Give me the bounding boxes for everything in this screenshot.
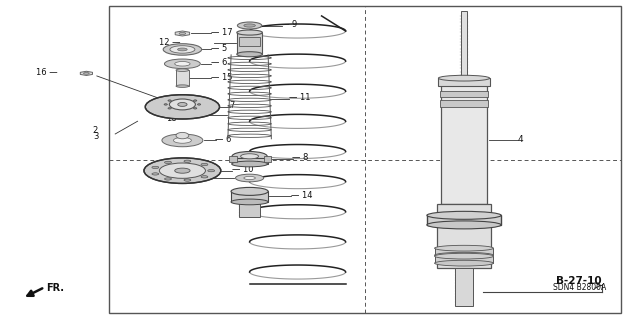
Ellipse shape	[244, 176, 255, 180]
Ellipse shape	[427, 211, 501, 219]
Ellipse shape	[175, 168, 190, 173]
Polygon shape	[175, 31, 189, 36]
Text: — 17: — 17	[211, 28, 232, 37]
Ellipse shape	[184, 160, 191, 162]
Ellipse shape	[164, 178, 172, 180]
Ellipse shape	[201, 176, 208, 178]
Text: FR.: FR.	[46, 283, 64, 293]
Ellipse shape	[244, 24, 255, 27]
FancyBboxPatch shape	[239, 37, 260, 46]
Ellipse shape	[438, 75, 490, 81]
Text: — 9: — 9	[281, 20, 297, 29]
Text: B-27-10: B-27-10	[556, 276, 602, 286]
Ellipse shape	[152, 166, 159, 168]
Ellipse shape	[176, 69, 189, 71]
FancyBboxPatch shape	[229, 156, 237, 162]
Ellipse shape	[435, 260, 493, 266]
Bar	[461, 11, 467, 80]
Ellipse shape	[159, 163, 205, 178]
Polygon shape	[80, 71, 93, 76]
Ellipse shape	[176, 132, 189, 139]
Bar	[232, 158, 268, 164]
Text: — 10: — 10	[232, 165, 253, 174]
Ellipse shape	[176, 85, 189, 87]
Bar	[440, 91, 488, 97]
Bar	[237, 33, 262, 54]
Bar	[427, 215, 501, 225]
Ellipse shape	[435, 245, 493, 251]
Ellipse shape	[435, 252, 493, 258]
Ellipse shape	[237, 52, 262, 57]
FancyBboxPatch shape	[264, 156, 271, 162]
Ellipse shape	[241, 154, 259, 159]
Ellipse shape	[168, 100, 172, 101]
Ellipse shape	[84, 72, 89, 74]
Ellipse shape	[170, 99, 195, 110]
Text: 4: 4	[518, 135, 524, 144]
Ellipse shape	[152, 173, 159, 175]
Bar	[455, 268, 473, 306]
Ellipse shape	[232, 161, 268, 167]
Ellipse shape	[162, 134, 203, 147]
Ellipse shape	[164, 59, 200, 69]
Bar	[109, 6, 621, 313]
Text: 13 —: 13 —	[154, 173, 176, 182]
Ellipse shape	[168, 108, 172, 109]
Text: 1: 1	[166, 109, 172, 118]
Ellipse shape	[164, 161, 172, 164]
Ellipse shape	[193, 100, 197, 101]
Text: — 11: — 11	[289, 93, 310, 102]
Bar	[440, 100, 488, 107]
Ellipse shape	[144, 158, 221, 183]
Ellipse shape	[184, 179, 191, 181]
Text: — 15: — 15	[211, 73, 232, 82]
Bar	[435, 248, 493, 255]
Ellipse shape	[170, 46, 195, 53]
Ellipse shape	[237, 22, 262, 29]
Ellipse shape	[232, 152, 268, 161]
Ellipse shape	[177, 48, 187, 51]
Ellipse shape	[178, 102, 187, 106]
Ellipse shape	[197, 104, 201, 105]
Text: — 8: — 8	[292, 153, 309, 162]
Ellipse shape	[145, 95, 220, 119]
Ellipse shape	[236, 174, 264, 182]
Text: 16 —: 16 —	[36, 68, 58, 77]
Ellipse shape	[231, 188, 268, 195]
Bar	[176, 70, 189, 86]
Text: 7: 7	[230, 101, 235, 110]
Ellipse shape	[175, 62, 190, 66]
Ellipse shape	[173, 137, 191, 143]
Bar	[239, 201, 260, 217]
Text: 18: 18	[166, 114, 177, 123]
Ellipse shape	[201, 163, 208, 166]
Ellipse shape	[435, 253, 493, 259]
Bar	[231, 191, 268, 202]
Bar	[435, 256, 493, 263]
Ellipse shape	[193, 108, 197, 109]
Text: 2: 2	[93, 126, 98, 135]
Text: — 6: — 6	[215, 135, 232, 144]
Ellipse shape	[163, 44, 202, 55]
Ellipse shape	[179, 33, 186, 34]
Bar	[437, 204, 491, 268]
Text: SDN4 B2800A: SDN4 B2800A	[552, 283, 606, 292]
Text: 3: 3	[93, 132, 98, 141]
Ellipse shape	[427, 221, 501, 229]
Ellipse shape	[208, 169, 214, 172]
Bar	[438, 78, 490, 86]
Ellipse shape	[164, 104, 168, 105]
Text: — 14: — 14	[291, 191, 312, 200]
Bar	[441, 80, 487, 204]
Text: 12 —: 12 —	[159, 38, 180, 47]
Ellipse shape	[237, 30, 262, 35]
Text: — 5: — 5	[211, 44, 227, 53]
Ellipse shape	[231, 199, 268, 205]
Text: — 6: — 6	[211, 58, 227, 67]
